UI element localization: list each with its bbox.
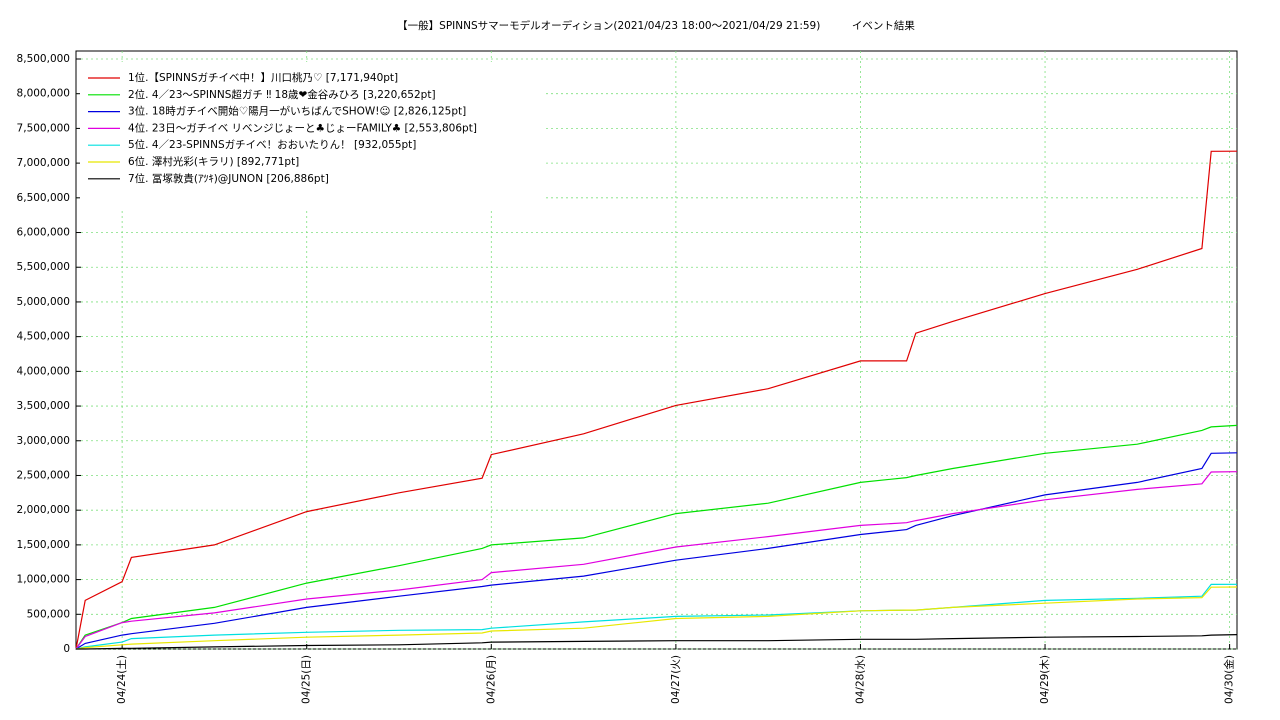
series-line [75,452,1238,650]
y-tick-label: 3,000,000 [17,435,70,447]
x-tick-label: 04/28(水) [854,655,866,704]
chart-title: 【一般】SPINNSサマーモデルオーディション(2021/04/23 18:00… [397,19,915,32]
x-tick-label: 04/30(金) [1223,655,1236,704]
legend-label: 5位. 4／23-SPINNSガチイベ！おおいたりん！ [932,055pt] [128,138,416,151]
y-tick-label: 3,500,000 [17,400,70,412]
legend-label: 6位. 澤村光彩(キラリ) [892,771pt] [128,155,299,168]
x-tick-label: 04/27(火) [670,655,682,704]
legend-label: 4位. 23日〜ガチイベ リベンジじょーと♣じょーFAMILY♣ [2,553,… [128,121,477,134]
y-tick-label: 8,000,000 [17,88,70,100]
y-tick-label: 500,000 [27,608,70,620]
y-tick-label: 8,500,000 [17,53,70,65]
series-line [76,634,1238,650]
y-tick-label: 1,000,000 [17,574,70,586]
legend-label: 2位. 4／23〜SPINNS超ガチ ‼ 18歳❤金谷みひろ [3,220,65… [128,88,436,101]
y-tick-label: 7,500,000 [17,122,70,134]
y-tick-label: 4,000,000 [17,365,70,377]
series-line [75,424,1238,650]
legend-box [80,62,545,210]
series-line [75,583,1238,650]
legend-label: 3位. 18時ガチイベ開始♡陽月一がいちばんでSHOW!☺ [2,826,125… [128,105,466,118]
y-tick-label: 5,500,000 [17,261,70,273]
legend-label: 7位. 冨塚敦貴(ｱﾂｷ)@JUNON [206,886pt] [128,172,329,185]
y-tick-label: 5,000,000 [17,296,70,308]
y-tick-label: 1,500,000 [17,539,70,551]
series-line [75,586,1238,650]
y-tick-label: 6,500,000 [17,192,70,204]
x-tick-label: 04/26(月) [485,655,497,704]
y-tick-label: 2,500,000 [17,469,70,481]
series-line [75,471,1238,650]
y-tick-label: 6,000,000 [17,227,70,239]
y-tick-label: 7,000,000 [17,157,70,169]
series-line [75,150,1238,650]
x-tick-label: 04/24(土) [115,655,128,704]
legend-label: 1位.【SPINNSガチイベ中！】川口桃乃♡ [7,171,940pt] [128,71,398,84]
y-tick-label: 4,500,000 [17,331,70,343]
y-tick-label: 2,000,000 [17,504,70,516]
x-tick-label: 04/25(日) [301,655,313,704]
x-tick-label: 04/29(木) [1039,655,1051,704]
y-tick-label: 0 [63,643,70,655]
